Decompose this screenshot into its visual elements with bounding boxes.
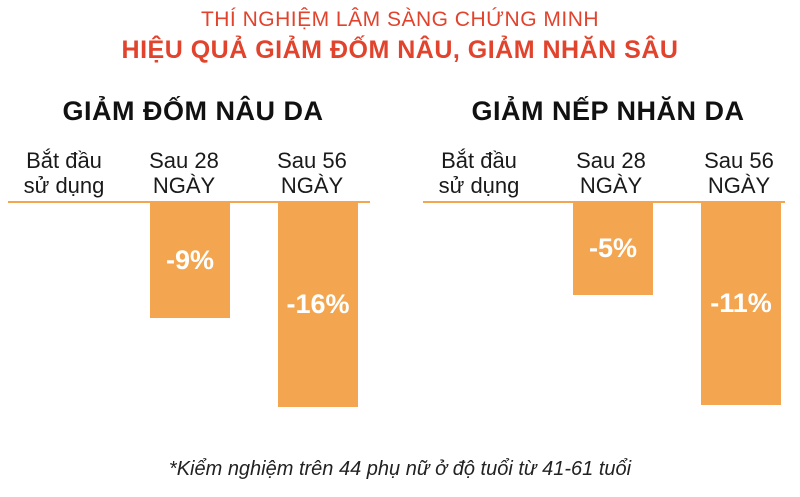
bar: -16% — [278, 203, 358, 408]
category-label: Bắt đầu sử dụng — [23, 148, 105, 198]
footnote: *Kiểm nghiệm trên 44 phụ nữ ở độ tuổi từ… — [168, 458, 632, 480]
header-subtitle: THÍ NGHIỆM LÂM SÀNG CHỨNG MINH — [200, 8, 600, 31]
category-label: Sau 56 NGÀY — [704, 148, 774, 198]
chart-brown-spots: GIẢM ĐỐM NÂU DA Bắt đầu sử dụng Sau 28 NGÀ… — [8, 92, 378, 442]
category-label: Sau 56 NGÀY — [277, 148, 347, 198]
baseline — [423, 201, 785, 203]
bar-value-label: -11% — [710, 288, 772, 319]
category-label: Sau 28 NGÀY — [149, 148, 219, 198]
baseline — [8, 201, 370, 203]
chart-wrinkles: GIẢM NẾP NHĂN DA Bắt đầu sử dụng Sau 28 NG… — [423, 92, 793, 442]
bar: -11% — [701, 203, 781, 406]
chart-title: GIẢM ĐỐM NÂU DA — [62, 96, 324, 126]
bar: -5% — [573, 203, 653, 295]
bar-value-label: -9% — [165, 244, 214, 275]
bar: -9% — [150, 203, 230, 318]
bar-value-label: -5% — [588, 233, 637, 263]
header-title: HIỆU QUẢ GIẢM ĐỐM NÂU, GIẢM NHĂN SÂU — [121, 36, 679, 64]
chart-title: GIẢM NẾP NHĂN DA — [471, 96, 745, 126]
bar-value-label: -16% — [286, 289, 350, 320]
category-label: Bắt đầu sử dụng — [438, 148, 520, 198]
category-label: Sau 28 NGÀY — [576, 148, 646, 198]
